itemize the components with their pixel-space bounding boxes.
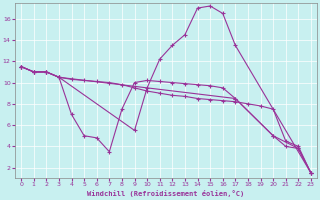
X-axis label: Windchill (Refroidissement éolien,°C): Windchill (Refroidissement éolien,°C) xyxy=(87,190,245,197)
